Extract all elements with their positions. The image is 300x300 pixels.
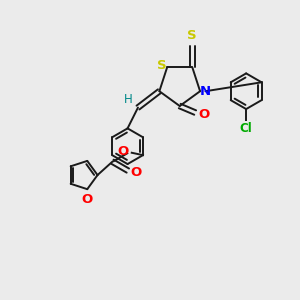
Text: S: S xyxy=(188,29,197,42)
Text: S: S xyxy=(157,59,166,72)
Text: O: O xyxy=(131,166,142,178)
Text: Cl: Cl xyxy=(240,122,253,135)
Text: N: N xyxy=(200,85,211,98)
Text: H: H xyxy=(124,93,133,106)
Text: O: O xyxy=(82,193,93,206)
Text: O: O xyxy=(117,146,128,158)
Text: O: O xyxy=(198,107,209,121)
